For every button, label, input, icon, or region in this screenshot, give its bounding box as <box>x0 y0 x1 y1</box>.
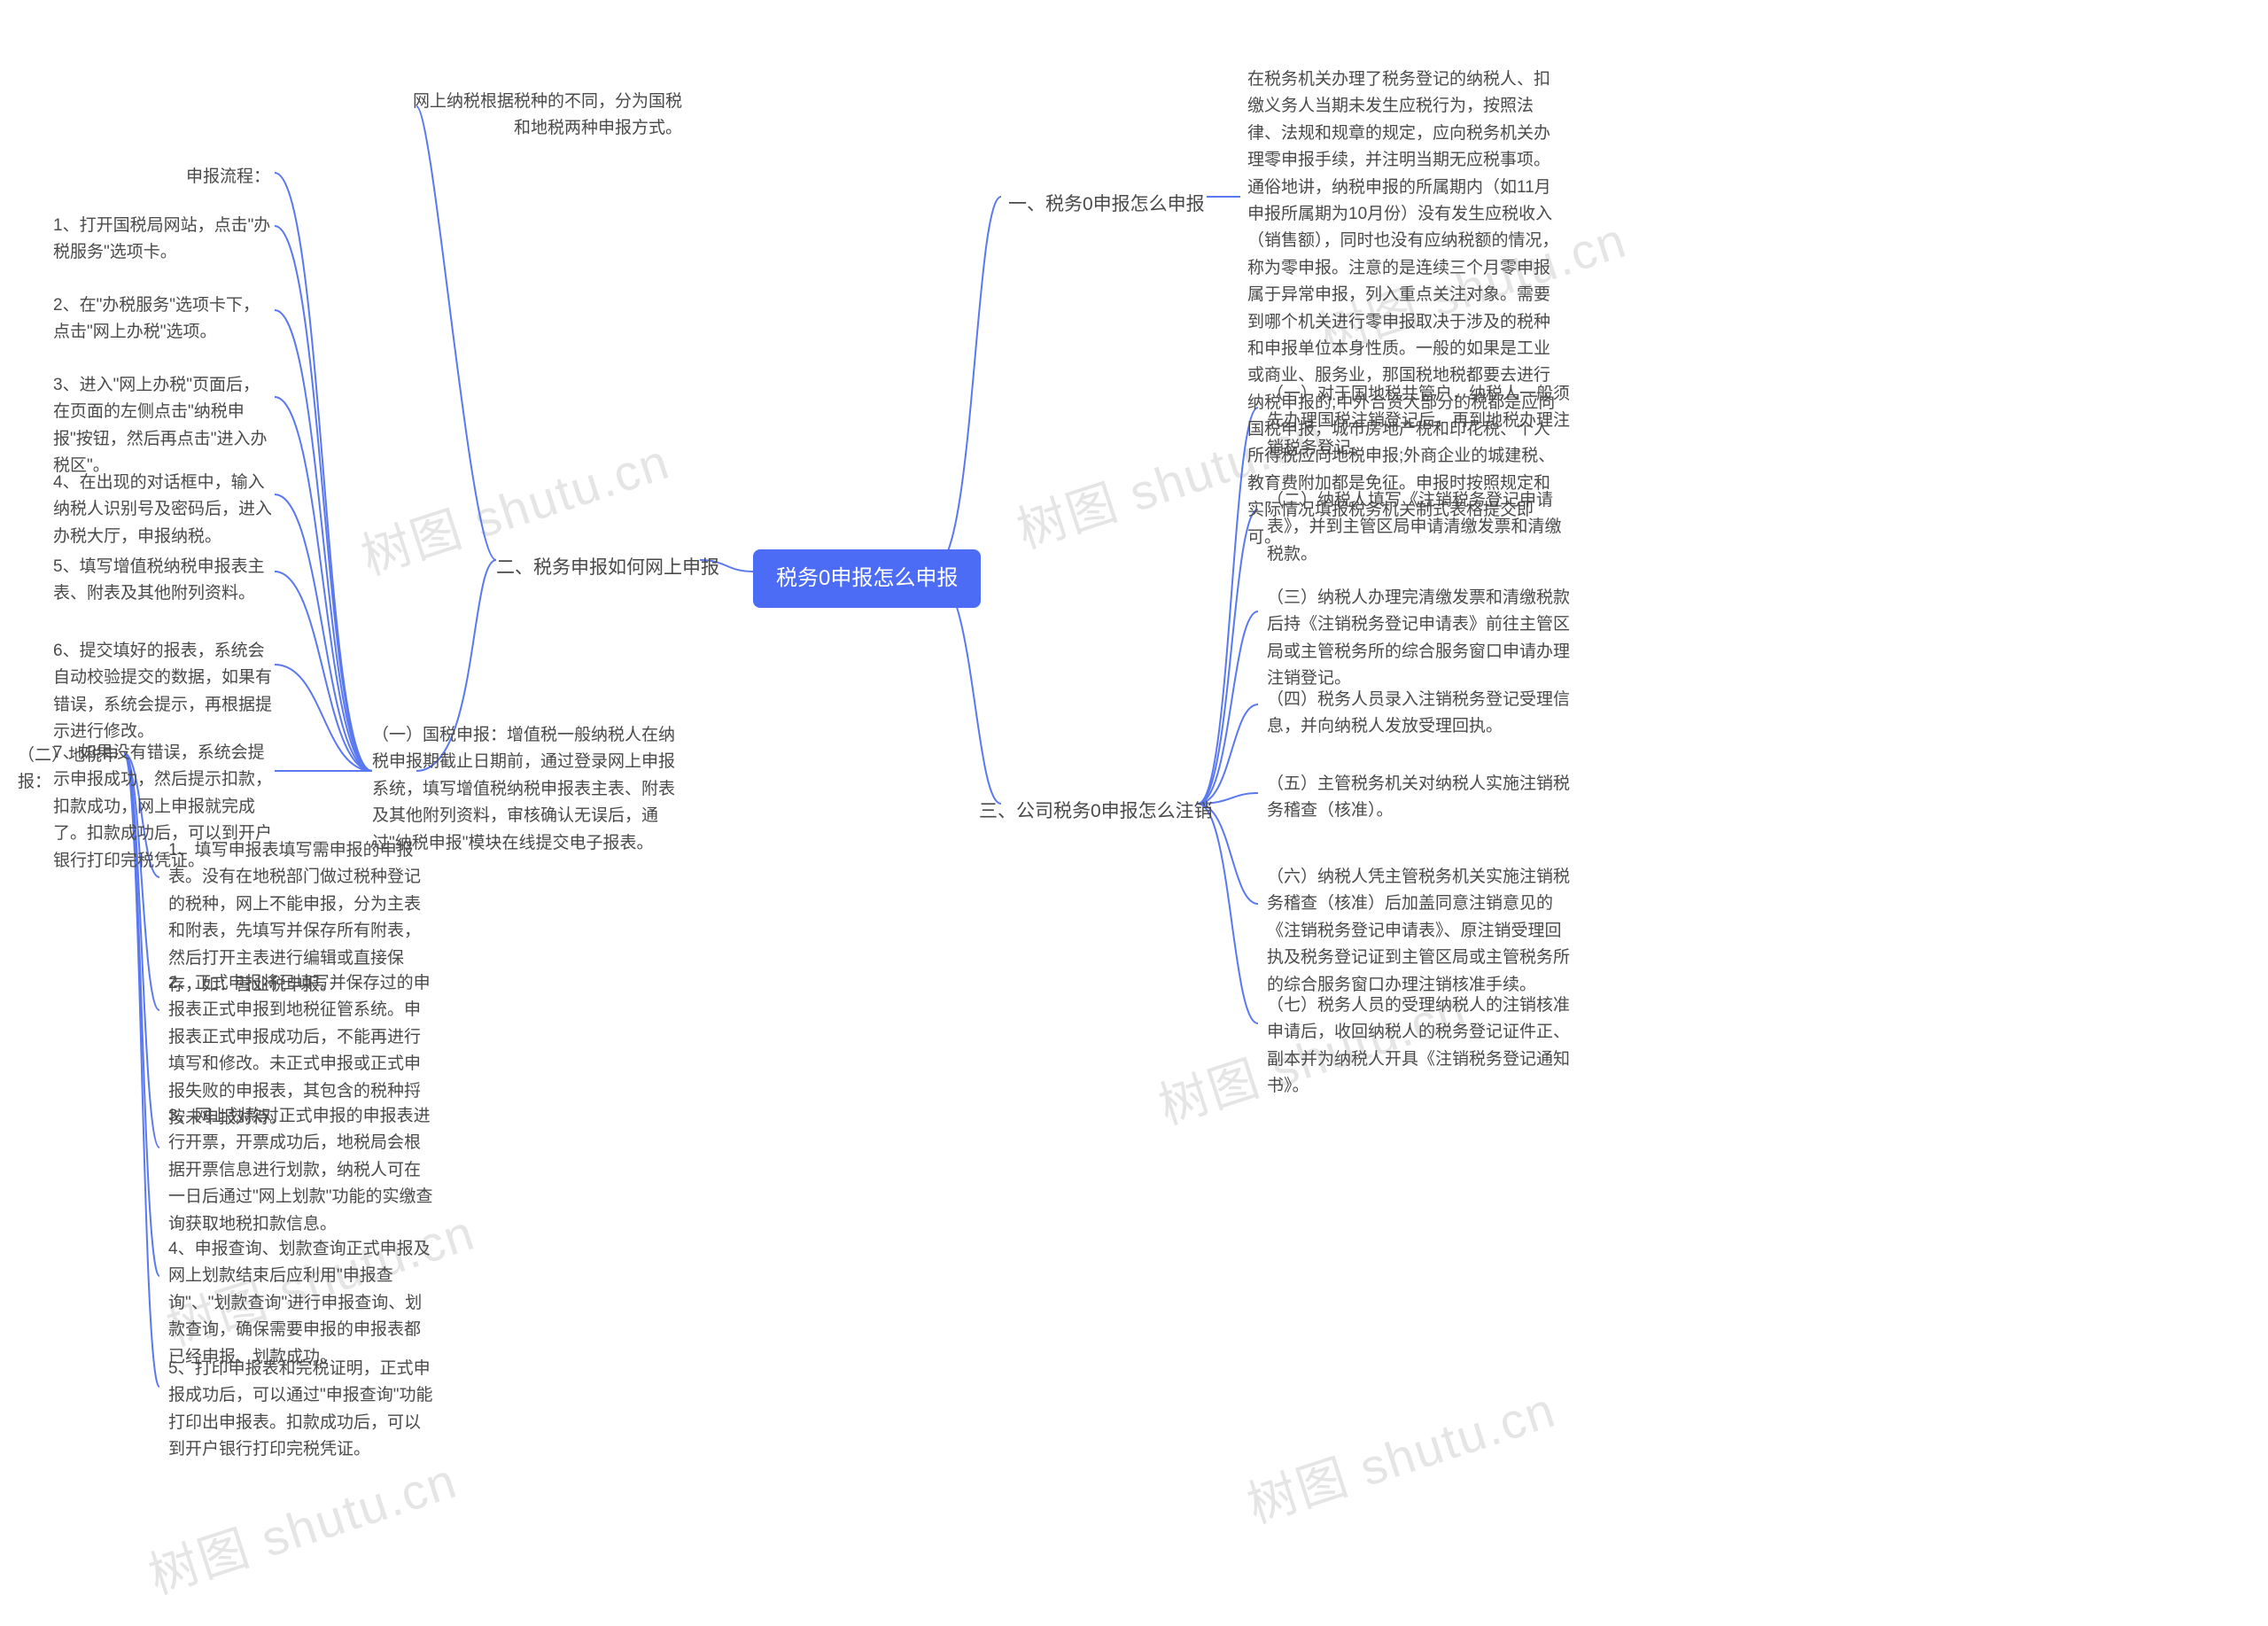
branch-2-label: 二、税务申报如何网上申报 <box>496 557 719 578</box>
branch-2-sub2-step-3: 3、网上划款对正式申报的申报表进行开票，开票成功后，地税局会根据开票信息进行划款… <box>168 1103 434 1238</box>
branch-3-step-7: （七）税务人员的受理纳税人的注销核准申请后，收回纳税人的税务登记证件正、副本并为… <box>1267 992 1577 1101</box>
branch-2-sub1-step-2: 2、在"办税服务"选项卡下，点击"网上办税"选项。 <box>53 292 275 346</box>
branch-3-step-3: （三）纳税人办理完清缴发票和清缴税款后持《注销税务登记申请表》前往主管区局或主管… <box>1267 585 1577 693</box>
branch-1-body: 在税务机关办理了税务登记的纳税人、扣缴义务人当期未发生应税行为，按照法律、法规和… <box>1247 66 1566 551</box>
branch-3-label: 三、公司税务0申报怎么注销 <box>979 801 1213 821</box>
branch-1-label: 一、税务0申报怎么申报 <box>1008 194 1205 214</box>
branch-2-sub2-step-4: 4、申报查询、划款查询正式申报及网上划款结束后应利用"申报查询"、"划款查询"进… <box>168 1236 434 1371</box>
branch-2-sub1-step-4: 4、在出现的对话框中，输入纳税人识别号及密码后，进入办税大厅，申报纳税。 <box>53 470 275 550</box>
branch-2-sub1-label: 申报流程： <box>186 164 270 191</box>
branch-3-step-4: （四）税务人员录入注销税务登记受理信息，并向纳税人发放受理回执。 <box>1267 687 1577 741</box>
branch-2-sub1-step-3: 3、进入"网上办税"页面后，在页面的左侧点击"纳税申报"按钮，然后再点击"进入办… <box>53 372 275 480</box>
watermark: 树图 shutu.cn <box>1237 1370 1564 1537</box>
branch-1[interactable]: 一、税务0申报怎么申报 <box>1008 184 1205 225</box>
branch-3[interactable]: 三、公司税务0申报怎么注销 <box>979 791 1213 832</box>
branch-2-sub1-step-1: 1、打开国税局网站，点击"办税服务"选项卡。 <box>53 213 275 267</box>
branch-3-step-1: （一）对于国地税共管户，纳税人一般须先办理国税注销登记后，再到地税办理注销税务登… <box>1267 381 1577 462</box>
branch-2-intro: 网上纳税根据税种的不同，分为国税和地税两种申报方式。 <box>412 89 682 143</box>
branch-2-sub1-step-5: 5、填写增值税纳税申报表主表、附表及其他附列资料。 <box>53 554 275 608</box>
branch-2-sub1-step-6: 6、提交填好的报表，系统会自动校验提交的数据，如果有错误，系统会提示，再根据提示… <box>53 638 275 746</box>
branch-3-step-5: （五）主管税务机关对纳税人实施注销税务稽查（核准）。 <box>1267 771 1577 825</box>
branch-2-sub2: （二）地税申报： <box>18 743 133 797</box>
center-node-label: 税务0申报怎么申报 <box>776 566 958 590</box>
branch-2[interactable]: 二、税务申报如何网上申报 <box>496 548 719 588</box>
branch-3-step-6: （六）纳税人凭主管税务机关实施注销税务稽查（核准）后加盖同意注销意见的《注销税务… <box>1267 864 1577 999</box>
watermark: 树图 shutu.cn <box>138 1441 465 1608</box>
center-node[interactable]: 税务0申报怎么申报 <box>753 549 981 608</box>
branch-3-step-2: （二）纳税人填写《注销税务登记申请表》，并到主管区局申请清缴发票和清缴税款。 <box>1267 487 1577 568</box>
branch-2-sub2-step-5: 5、打印申报表和完税证明，正式申报成功后，可以通过"申报查询"功能打印出申报表。… <box>168 1356 434 1464</box>
